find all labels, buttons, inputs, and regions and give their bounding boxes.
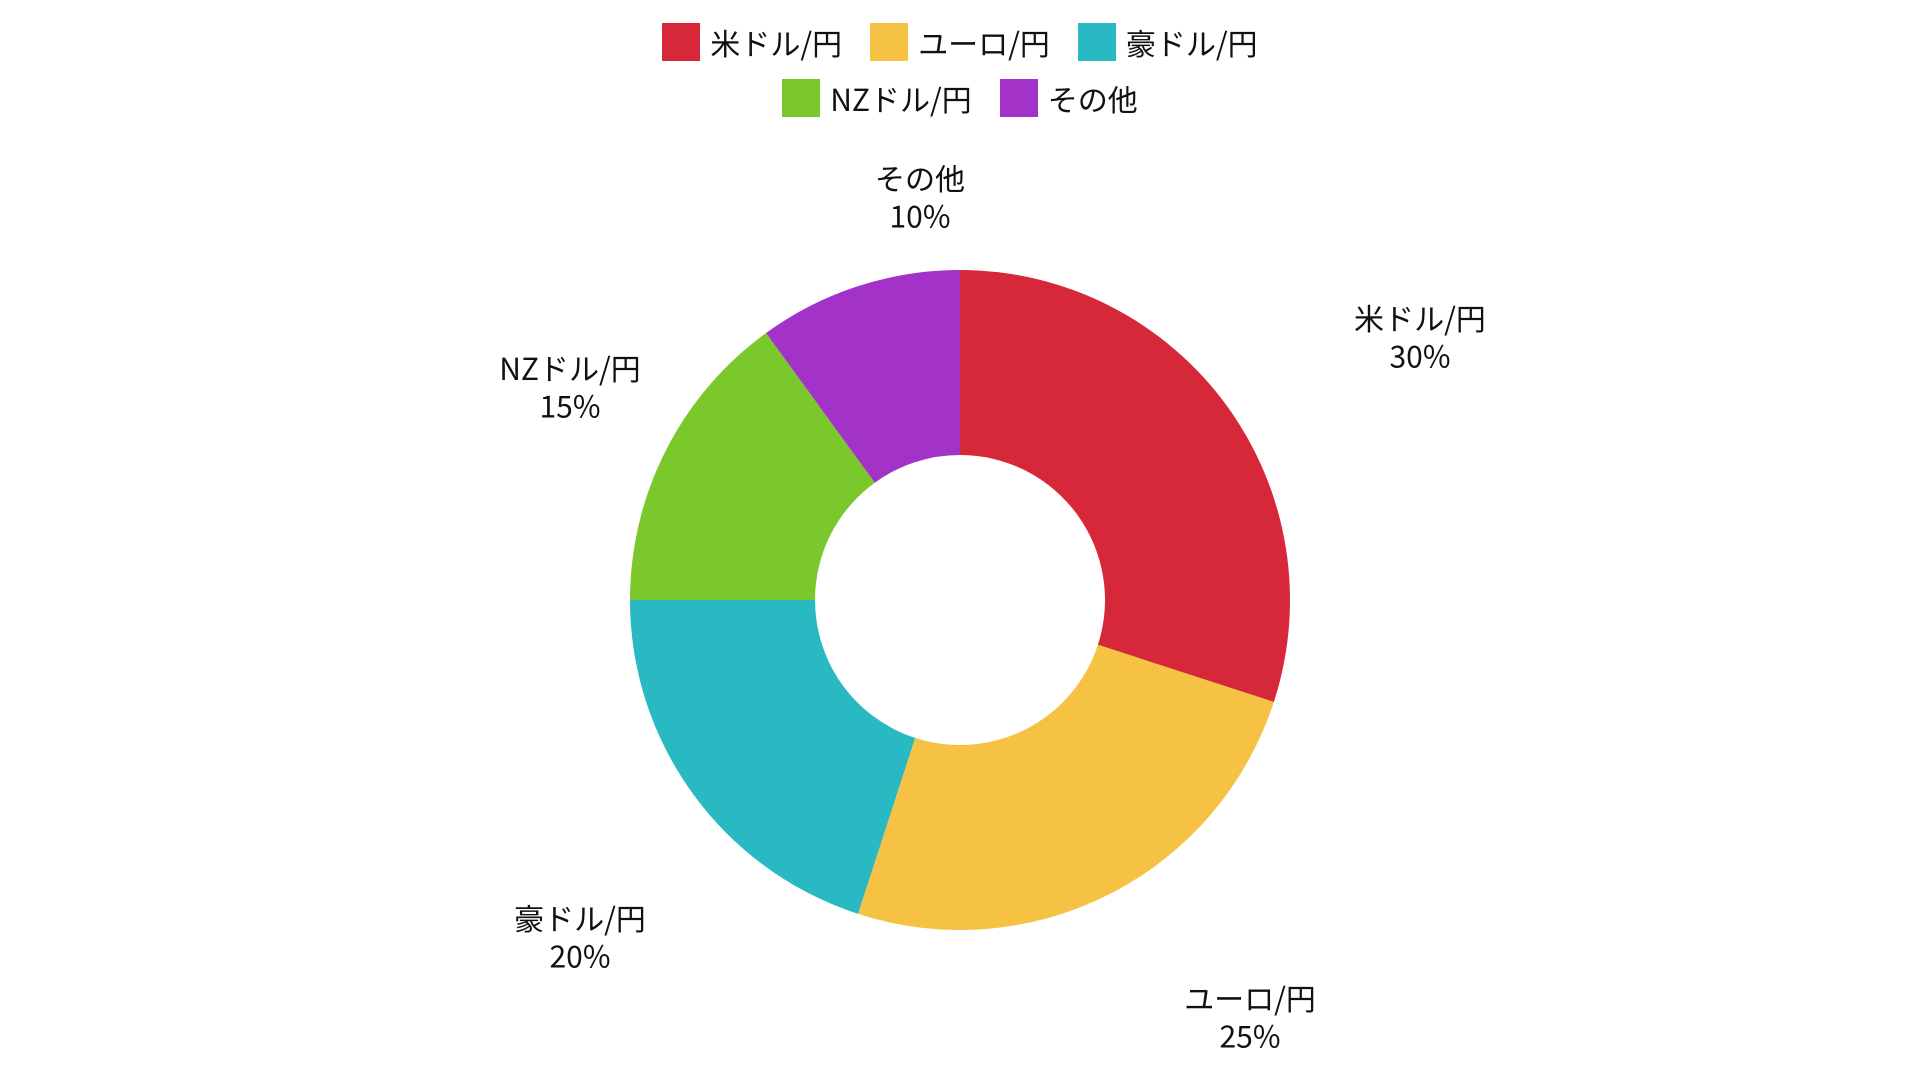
- slice-label-percent: 25%: [1220, 1013, 1281, 1057]
- donut-slice: [858, 645, 1274, 930]
- legend-label: 米ドル/円: [710, 20, 842, 64]
- legend-swatch: [1000, 79, 1038, 117]
- chart-legend: 米ドル/円 ユーロ/円 豪ドル/円 NZドル/円 その他: [0, 20, 1920, 132]
- legend-row: 米ドル/円 ユーロ/円 豪ドル/円: [0, 20, 1920, 66]
- legend-label: NZドル/円: [830, 76, 972, 120]
- legend-label: その他: [1048, 76, 1138, 120]
- slice-label-percent: 30%: [1390, 333, 1451, 377]
- legend-item: 豪ドル/円: [1078, 20, 1258, 64]
- slice-label-percent: 10%: [890, 193, 951, 237]
- legend-row: NZドル/円 その他: [0, 76, 1920, 122]
- legend-swatch: [870, 23, 908, 61]
- legend-label: 豪ドル/円: [1126, 20, 1258, 64]
- legend-label: ユーロ/円: [918, 20, 1050, 64]
- donut-chart: 米ドル/円 ユーロ/円 豪ドル/円 NZドル/円 その他 米ドル/円 30% ユーロ/円 25…: [0, 0, 1920, 1080]
- legend-item: 米ドル/円: [662, 20, 842, 64]
- legend-swatch: [782, 79, 820, 117]
- legend-item: その他: [1000, 76, 1138, 120]
- slice-label-percent: 20%: [550, 933, 611, 977]
- donut-slice: [630, 600, 915, 914]
- donut-svg: 米ドル/円 30% ユーロ/円 25% 豪ドル/円 20% NZドル/円 15% その他 10%: [0, 0, 1920, 1080]
- legend-swatch: [662, 23, 700, 61]
- legend-item: ユーロ/円: [870, 20, 1050, 64]
- slice-label-percent: 15%: [540, 383, 601, 427]
- donut-slice: [960, 270, 1290, 702]
- legend-swatch: [1078, 23, 1116, 61]
- legend-item: NZドル/円: [782, 76, 972, 120]
